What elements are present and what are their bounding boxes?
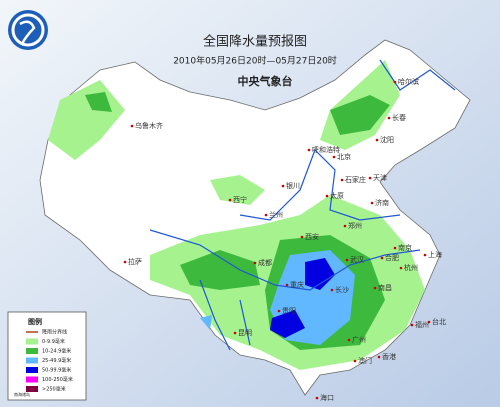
city-label: 济南 <box>375 198 389 207</box>
city-dot <box>375 138 379 142</box>
city-dot <box>393 80 397 84</box>
city-dot <box>345 258 349 262</box>
city-dot <box>368 176 372 180</box>
city-label: 长沙 <box>335 285 349 294</box>
city-dot <box>307 148 311 152</box>
city-dot <box>281 184 285 188</box>
legend-label: 10-24.9毫米 <box>42 348 71 355</box>
city-dot <box>285 283 289 287</box>
city-dot <box>373 286 377 290</box>
city-label: 福州 <box>415 320 429 329</box>
legend-title: 图例 <box>28 317 42 326</box>
legend-swatch <box>26 386 38 392</box>
city-label: 杭州 <box>404 263 418 272</box>
city-dot <box>340 178 344 182</box>
city-dot <box>300 235 304 239</box>
logo <box>8 10 48 50</box>
city-dot <box>228 198 232 202</box>
city-dot <box>370 201 374 205</box>
city-dot <box>399 266 403 270</box>
city-label: 西宁 <box>233 195 247 204</box>
city-dot <box>330 288 334 292</box>
city-label: 银川 <box>286 181 300 190</box>
city-label: 石家庄 <box>345 175 366 184</box>
city-label: 海口 <box>320 393 334 402</box>
inset-label: 南海诸岛 <box>14 391 30 397</box>
city-label: 上海 <box>428 250 442 259</box>
city-label: 西安 <box>305 232 319 241</box>
city-label: 昆明 <box>238 329 252 337</box>
city-label: 兰州 <box>269 210 283 219</box>
city-label: 广州 <box>352 335 366 344</box>
city-dot <box>343 224 347 228</box>
map-title: 全国降水量预报图 <box>203 34 307 50</box>
legend-label: 降雨分界线 <box>42 329 67 336</box>
legend-swatch <box>26 338 38 345</box>
city-label: 呼和浩特 <box>312 145 340 154</box>
city-label: 重庆 <box>290 280 304 289</box>
city-dot <box>277 309 281 313</box>
city-dot <box>353 359 357 363</box>
map-agency: 中央气象台 <box>238 74 293 88</box>
city-label: 武汉 <box>350 255 364 264</box>
legend-swatch <box>26 376 38 383</box>
city-dot <box>393 246 397 250</box>
city-label: 合肥 <box>385 253 399 262</box>
city-dot <box>264 213 268 217</box>
legend-label: >250毫米 <box>42 386 66 393</box>
city-dot <box>123 260 127 264</box>
legend-label: 50-99.9毫米 <box>42 367 71 374</box>
city-dot <box>315 396 319 400</box>
city-dot <box>130 124 134 128</box>
city-label: 沈阳 <box>380 135 394 144</box>
legend-swatch <box>26 348 38 354</box>
city-label: 太原 <box>330 191 344 200</box>
city-dot <box>410 323 414 327</box>
river <box>149 59 456 351</box>
city-label: 贵阳 <box>282 306 296 315</box>
city-dot <box>380 256 384 260</box>
legend-label: 100-250毫米 <box>42 376 73 383</box>
city-label: 香港 <box>382 352 396 361</box>
city-dot <box>332 155 336 159</box>
city-label: 拉萨 <box>128 257 142 266</box>
map-period: 2010年05月26日20时—05月27日20时 <box>173 55 337 67</box>
city-dot <box>253 261 257 265</box>
city-dot <box>325 194 329 198</box>
city-dot <box>347 338 351 342</box>
city-label: 长春 <box>392 113 406 122</box>
city-label: 哈尔滨 <box>398 77 419 86</box>
legend-swatch <box>26 367 38 373</box>
city-label: 北京 <box>337 152 351 161</box>
city-label: 天津 <box>373 174 387 182</box>
city-dot <box>387 116 391 120</box>
city-label: 南昌 <box>378 283 392 292</box>
city-label: 台北 <box>432 317 446 326</box>
city-dot <box>427 320 431 324</box>
legend-box <box>7 311 87 401</box>
city-label: 乌鲁木齐 <box>135 121 163 130</box>
city-label: 澳门 <box>358 356 372 365</box>
legend-label: 0-9.9毫米 <box>42 338 65 345</box>
city-dot <box>233 331 237 335</box>
city-label: 郑州 <box>348 222 362 230</box>
city-label: 成都 <box>258 258 272 267</box>
city-dot <box>377 355 381 359</box>
rain-area-storm <box>270 258 335 338</box>
legend-swatch <box>26 357 38 364</box>
city-dot <box>423 253 427 257</box>
legend-label: 25-49.9毫米 <box>42 357 71 364</box>
city-label: 南京 <box>398 243 412 252</box>
